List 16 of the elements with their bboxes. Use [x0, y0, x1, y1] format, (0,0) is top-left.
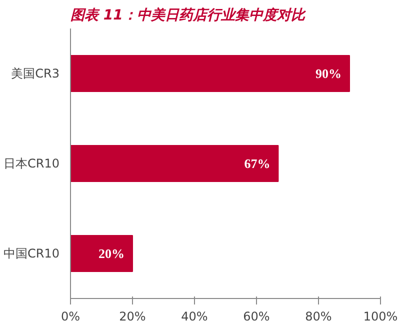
- x-tick-label: 40%: [181, 310, 208, 324]
- x-tick-label: 100%: [363, 310, 398, 324]
- chart-title: 图表 11：中美日药店行业集中度对比: [70, 6, 307, 24]
- bar: [70, 55, 350, 92]
- x-tick-label: 0%: [60, 310, 80, 324]
- y-tick-label: 日本CR10: [4, 156, 60, 170]
- data-label: 20%: [98, 246, 124, 261]
- bar: [70, 145, 279, 182]
- y-tick-label: 美国CR3: [11, 66, 60, 80]
- x-tick-label: 60%: [243, 310, 270, 324]
- x-tick-label: 20%: [119, 310, 146, 324]
- data-label: 90%: [316, 66, 342, 81]
- x-tick-label: 80%: [305, 310, 332, 324]
- bar: [70, 235, 133, 272]
- y-tick-label: 中国CR10: [4, 246, 60, 260]
- data-label: 67%: [244, 156, 270, 171]
